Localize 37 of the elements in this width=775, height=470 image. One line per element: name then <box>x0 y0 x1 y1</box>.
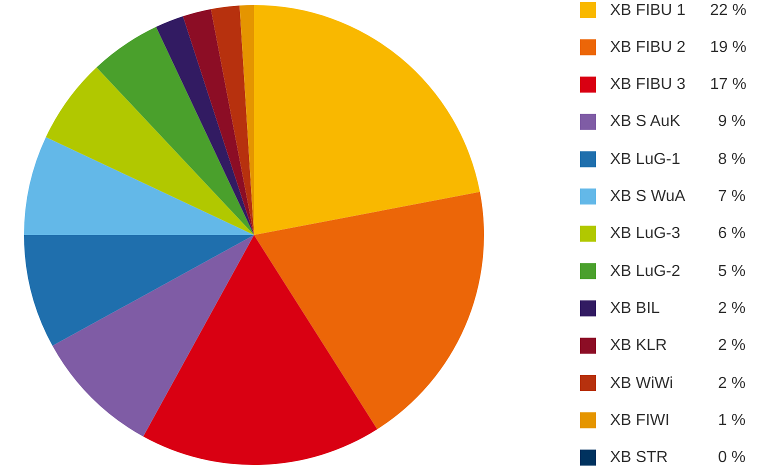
pie-slice <box>210 5 254 235</box>
data-label: 2 % <box>718 375 746 392</box>
legend-label: XB STR <box>610 449 668 466</box>
pie-slice <box>96 26 254 235</box>
legend-label: XB FIBU 3 <box>610 76 686 93</box>
pie-slice <box>52 235 254 437</box>
pie-slice <box>143 235 378 465</box>
legend-label: XB WiWi <box>610 375 674 392</box>
pie-slice <box>182 9 254 235</box>
legend-label: XB LuG-1 <box>610 151 680 168</box>
legend-label: XB KLR <box>610 337 667 354</box>
legend-label: XB S WuA <box>610 188 686 205</box>
data-label: 8 % <box>718 151 746 168</box>
pie-slice <box>254 192 484 430</box>
pie-slice <box>24 137 254 235</box>
data-label: 5 % <box>718 263 746 280</box>
data-label: 17 % <box>710 76 746 93</box>
pie-slice <box>156 16 254 235</box>
data-label: 22 % <box>710 2 746 19</box>
legend-label: XB FIWI <box>610 412 670 429</box>
legend-label: XB LuG-3 <box>610 225 680 242</box>
text: 0 % <box>718 449 746 466</box>
legend-label: XB S AuK <box>610 113 681 130</box>
data-label: 2 % <box>718 337 746 354</box>
pie-slice <box>254 5 480 235</box>
legend-label: XB LuG-2 <box>610 263 680 280</box>
legend-label: XB FIBU 2 <box>610 39 686 56</box>
data-label: 1 % <box>718 412 746 429</box>
data-label: 19 % <box>710 39 746 56</box>
pie-slice <box>46 67 254 235</box>
data-label: 2 % <box>718 300 746 317</box>
legend-label: XB BIL <box>610 300 660 317</box>
pie-slice <box>24 235 254 346</box>
legend-label: XB FIBU 1 <box>610 2 686 19</box>
data-label: 9 % <box>718 113 746 130</box>
data-label: 7 % <box>718 188 746 205</box>
data-label: 6 % <box>718 225 746 242</box>
